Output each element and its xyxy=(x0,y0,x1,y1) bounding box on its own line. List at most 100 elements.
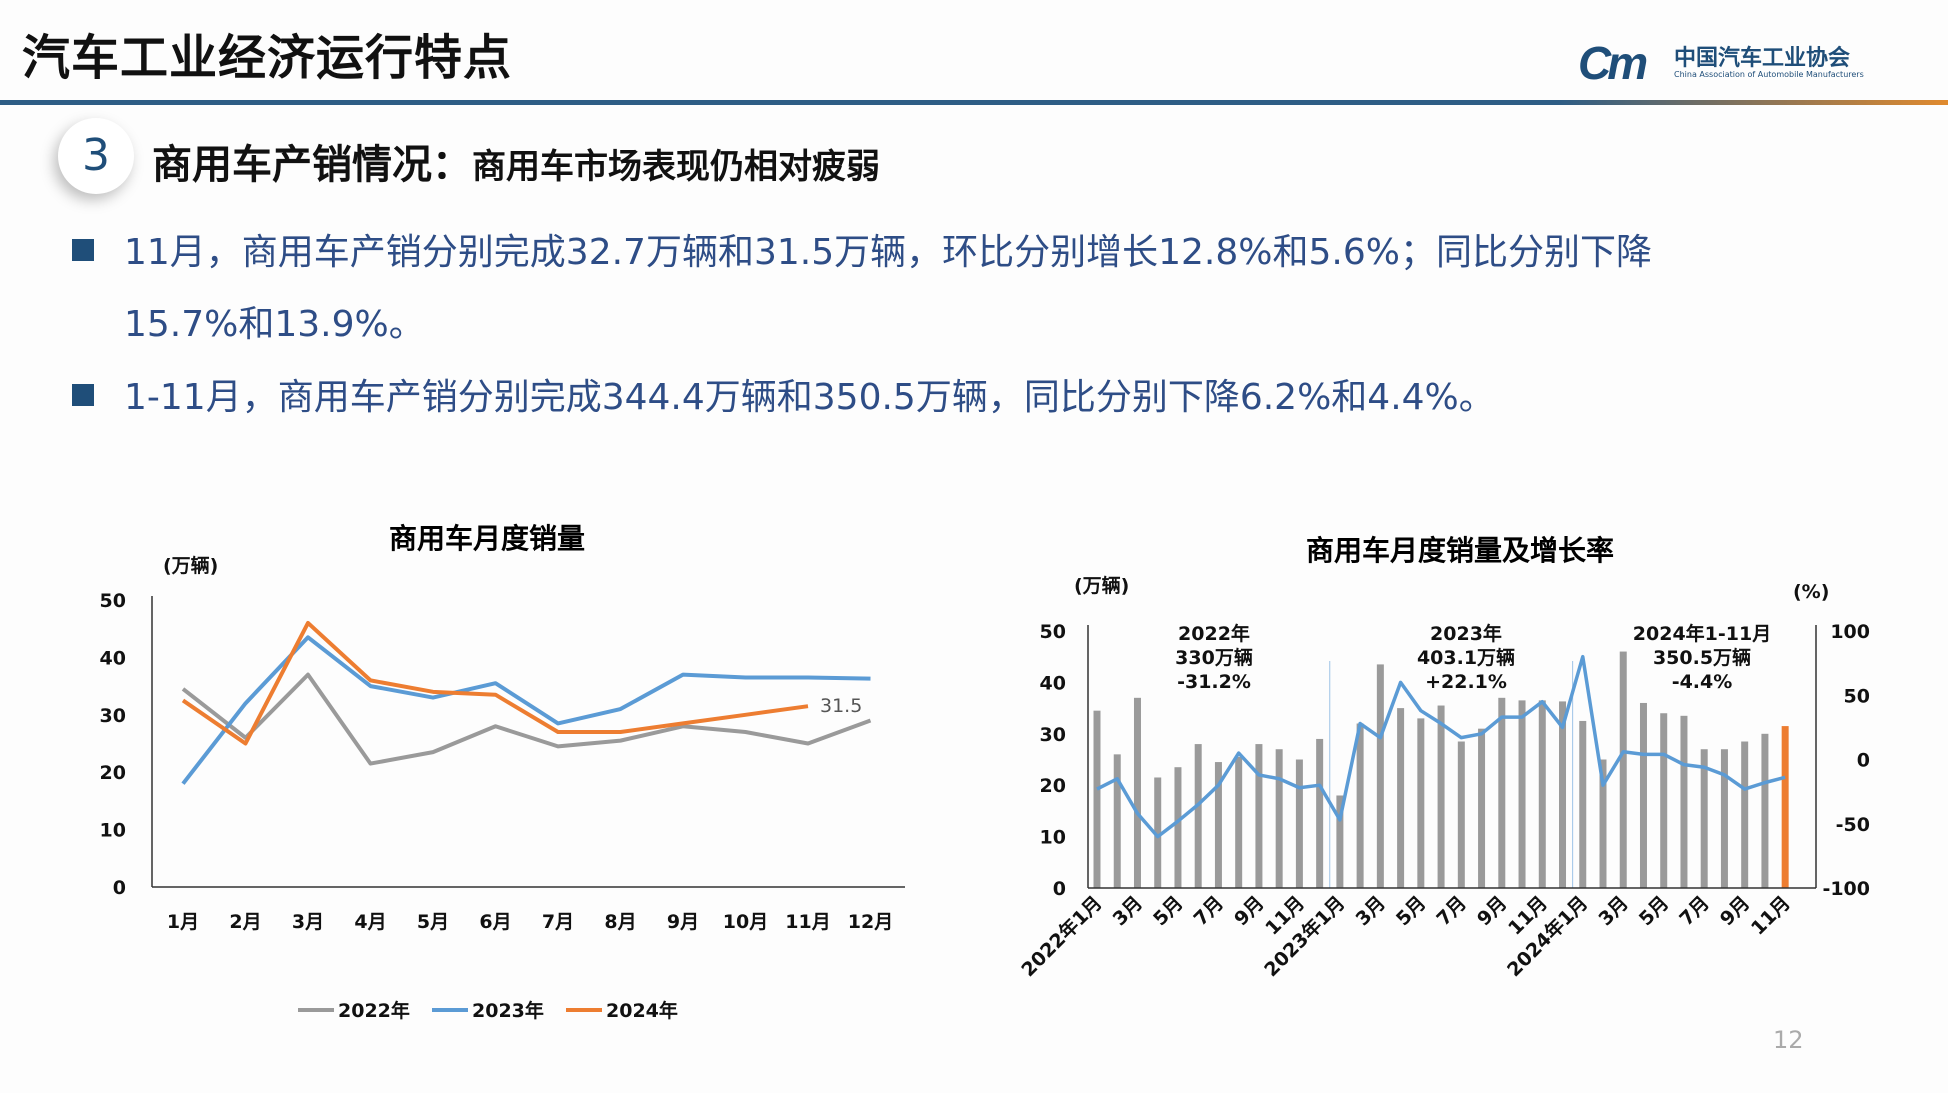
right-y-tick: 20 xyxy=(1040,775,1066,797)
annotation-total: 330万辆 xyxy=(1175,646,1253,669)
left-y-tick: 40 xyxy=(100,647,126,669)
left-y-tick: 0 xyxy=(113,877,126,899)
bar xyxy=(1255,744,1263,888)
left-x-tick: 1月 xyxy=(167,911,199,933)
left-y-tick: 20 xyxy=(100,762,126,784)
left-x-tick: 2月 xyxy=(229,911,261,933)
bar xyxy=(1538,700,1546,888)
bullet-1-line2: 15.7%和13.9%。 xyxy=(124,304,425,345)
bar xyxy=(1275,749,1283,888)
bar xyxy=(1680,715,1688,888)
line-series-2023 xyxy=(181,635,871,785)
bar xyxy=(1133,697,1141,888)
data-label: 31.5 xyxy=(820,695,862,717)
right-y2-tick: -100 xyxy=(1822,878,1870,900)
annotation-total: 350.5万辆 xyxy=(1653,646,1751,669)
right-x-tick: 5月 xyxy=(1635,892,1673,930)
bar xyxy=(1639,702,1647,888)
bar xyxy=(1113,754,1121,888)
left-x-tick: 5月 xyxy=(417,911,449,933)
left-chart-title: 商用车月度销量 xyxy=(389,522,585,555)
left-x-tick: 10月 xyxy=(723,911,768,933)
right-chart-y-unit: (万辆) xyxy=(1074,574,1129,597)
bar xyxy=(1437,705,1445,888)
bullet-square-icon xyxy=(72,384,94,406)
bullet-2-line1: 1-11月，商用车产销分别完成344.4万辆和350.5万辆，同比分别下降6.2… xyxy=(124,377,1495,418)
left-x-tick: 11月 xyxy=(785,911,830,933)
bar xyxy=(1356,723,1364,888)
bar xyxy=(1619,651,1627,888)
page-title: 汽车工业经济运行特点 xyxy=(22,30,513,86)
left-x-tick: 12月 xyxy=(848,911,893,933)
annotation-year: 2024年1-11月 xyxy=(1633,622,1771,645)
section-number: 3 xyxy=(58,118,134,194)
logo-subtext: China Association of Automobile Manufact… xyxy=(1674,70,1864,79)
left-x-tick: 8月 xyxy=(604,911,636,933)
legend-label-2024: 2024年 xyxy=(606,999,678,1022)
right-x-tick: 3月 xyxy=(1109,892,1147,930)
left-chart-y-unit: (万辆) xyxy=(163,554,218,577)
legend-label-2022: 2022年 xyxy=(338,999,410,1022)
bar xyxy=(1660,713,1668,888)
bar xyxy=(1741,741,1749,888)
bar xyxy=(1093,710,1101,888)
bar xyxy=(1559,701,1567,888)
bar xyxy=(1336,795,1344,888)
bar xyxy=(1478,728,1486,888)
bar xyxy=(1457,741,1465,888)
right-x-tick: 3月 xyxy=(1352,892,1390,930)
left-x-tick: 9月 xyxy=(667,911,699,933)
bar xyxy=(1154,777,1162,888)
annotation-year: 2023年 xyxy=(1430,622,1502,645)
right-y-tick: 30 xyxy=(1040,724,1066,746)
bullet-square-icon xyxy=(72,239,94,261)
bar xyxy=(1579,720,1587,888)
growth-rate-line xyxy=(1096,654,1786,839)
logo-mark: Cm xyxy=(1578,37,1648,89)
right-chart-y2-unit: (%) xyxy=(1793,581,1829,603)
logo: Cm 中国汽车工业协会 China Association of Automob… xyxy=(1578,36,1898,89)
left-y-tick: 30 xyxy=(100,705,126,727)
bar xyxy=(1498,697,1506,888)
bullet-2: 1-11月，商用车产销分别完成344.4万辆和350.5万辆，同比分别下降6.2… xyxy=(72,362,1892,434)
bar xyxy=(1235,756,1243,888)
line-series-2022 xyxy=(181,672,872,766)
bar xyxy=(1720,749,1728,888)
bar xyxy=(1700,749,1708,888)
annotation-change: -4.4% xyxy=(1672,671,1733,693)
page-number: 12 xyxy=(1773,1026,1804,1054)
right-x-tick: 7月 xyxy=(1675,892,1713,930)
section-heading: 商用车产销情况：商用车市场表现仍相对疲弱 xyxy=(152,132,880,190)
left-x-tick: 7月 xyxy=(542,911,574,933)
right-y2-tick: -50 xyxy=(1836,814,1870,836)
right-y-tick: 0 xyxy=(1053,878,1066,900)
left-x-tick: 6月 xyxy=(479,911,511,933)
line-series-2024 xyxy=(181,620,809,746)
section-subtitle: 商用车市场表现仍相对疲弱 xyxy=(472,147,880,187)
right-x-tick: 11月 xyxy=(1747,892,1795,940)
annotation-change: +22.1% xyxy=(1425,671,1507,693)
bar xyxy=(1761,733,1769,888)
right-y-tick: 50 xyxy=(1040,621,1066,643)
header-divider xyxy=(0,100,1948,105)
legend-label-2023: 2023年 xyxy=(472,999,544,1022)
right-y2-tick: 100 xyxy=(1830,621,1870,643)
bar xyxy=(1376,664,1384,888)
annotation-total: 403.1万辆 xyxy=(1417,646,1515,669)
bar xyxy=(1295,759,1303,888)
left-y-tick: 10 xyxy=(100,820,126,842)
bar xyxy=(1214,762,1222,888)
right-chart-title: 商用车月度销量及增长率 xyxy=(1306,534,1614,567)
right-y2-tick: 0 xyxy=(1857,750,1870,772)
right-x-tick: 5月 xyxy=(1149,892,1187,930)
right-y-tick: 40 xyxy=(1040,672,1066,694)
bar xyxy=(1781,726,1789,888)
right-x-tick: 3月 xyxy=(1594,892,1632,930)
bar xyxy=(1316,738,1324,888)
bullet-1-line1: 11月，商用车产销分别完成32.7万辆和31.5万辆，环比分别增长12.8%和5… xyxy=(124,232,1652,273)
right-y-tick: 10 xyxy=(1040,827,1066,849)
bar xyxy=(1174,767,1182,888)
annotation-year: 2022年 xyxy=(1178,622,1250,645)
logo-text: 中国汽车工业协会 xyxy=(1674,46,1851,71)
